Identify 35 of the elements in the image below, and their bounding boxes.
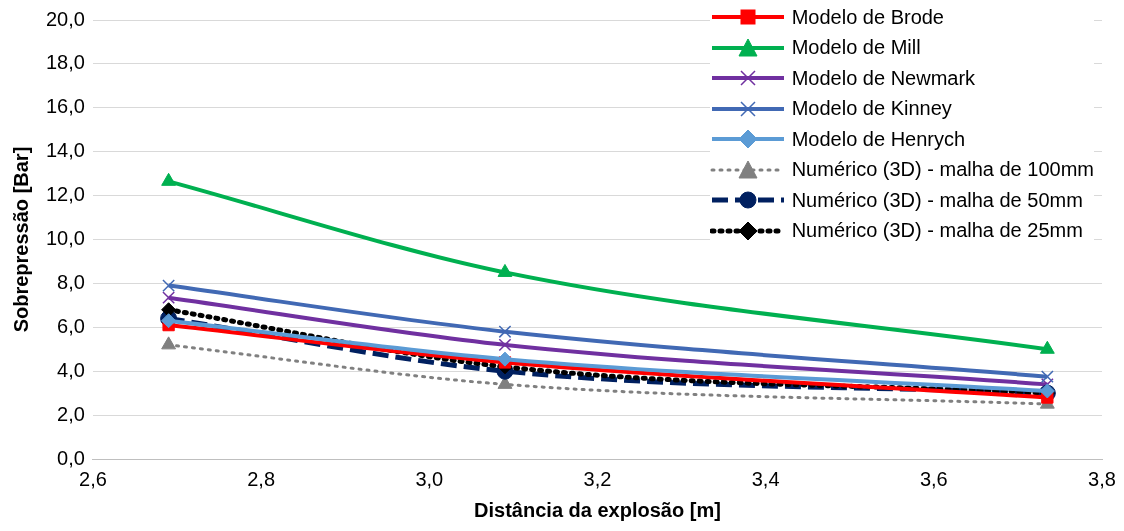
x-tick-label: 3,0 [415, 467, 444, 490]
point [498, 325, 512, 339]
point [497, 351, 513, 367]
y-tick-label: 6,0 [57, 314, 85, 337]
y-tick-label: 10,0 [45, 227, 85, 250]
legend-label: Modelo de Kinney [791, 97, 952, 121]
x-tick-label: 3,2 [583, 467, 612, 490]
legend-label: Modelo de Brode [791, 5, 944, 29]
point [161, 336, 177, 350]
point [162, 291, 176, 305]
y-tick-label: 20,0 [45, 7, 85, 30]
y-tick-label: 2,0 [57, 402, 85, 425]
y-tick-label: 18,0 [45, 51, 85, 74]
legend-label: Numérico (3D) - malha de 25mm [791, 219, 1083, 243]
legend-label: Numérico (3D) - malha de 50mm [791, 188, 1083, 212]
legend-label: Modelo de Mill [791, 36, 921, 60]
y-tick-label: 4,0 [57, 358, 85, 381]
legend-label: Numérico (3D) - malha de 100mm [791, 158, 1094, 182]
x-tick-label: 2,8 [247, 467, 276, 490]
legend-label: Modelo de Newmark [791, 66, 976, 90]
x-tick-label: 3,8 [1088, 467, 1116, 490]
x-axis-title: Distância da explosão [m] [474, 498, 721, 521]
x-tick-label: 2,6 [79, 467, 107, 490]
y-tick-label: 0,0 [57, 446, 85, 469]
y-tick-label: 8,0 [57, 270, 85, 293]
y-tick-label: 12,0 [45, 183, 85, 206]
y-axis-title: Sobrepressão [Bar] [9, 146, 32, 333]
y-tick-label: 16,0 [45, 95, 85, 118]
x-tick-label: 3,4 [751, 467, 780, 490]
point [162, 279, 176, 292]
point [1040, 370, 1054, 384]
y-tick-label: 14,0 [45, 139, 85, 162]
point [498, 338, 512, 352]
x-tick-label: 3,6 [919, 467, 948, 490]
legend-label: Modelo de Henrych [791, 127, 966, 151]
